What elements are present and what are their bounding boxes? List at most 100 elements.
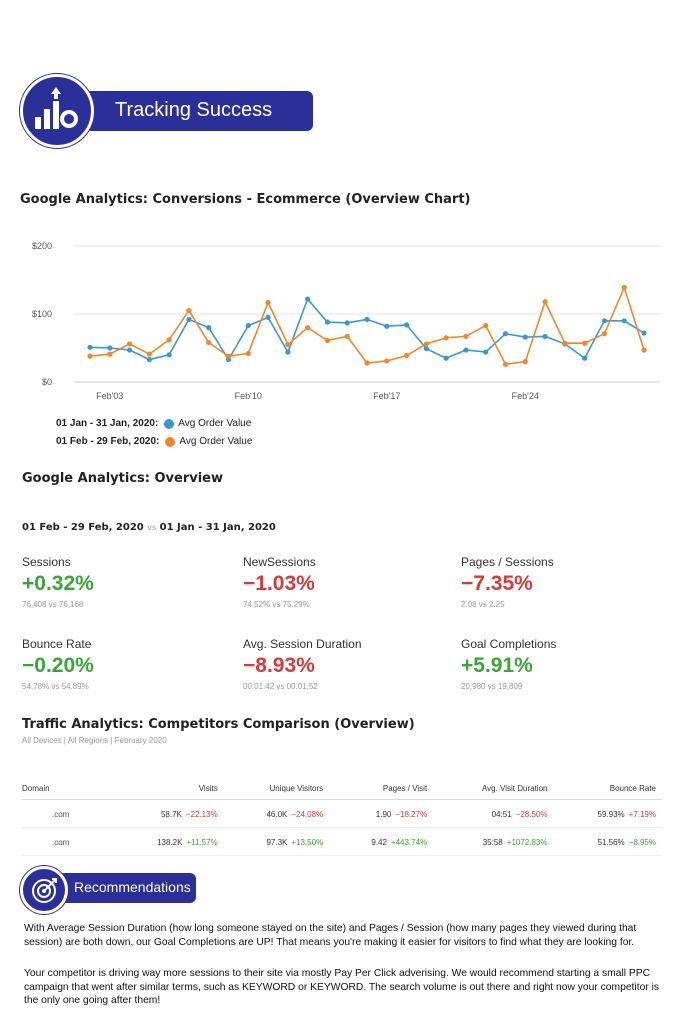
data-point [502, 361, 509, 367]
recommendations-badge: Recommendations [20, 866, 200, 914]
metric-value: −1.03% [243, 572, 315, 595]
data-point [87, 353, 93, 359]
data-point [245, 350, 251, 357]
column-header: Domain [22, 780, 112, 800]
metric-card: Sessions +0.32% 76,408 vs 76,168 [22, 555, 222, 609]
data-point [423, 341, 429, 347]
traffic-heading: Traffic Analytics: Competitors Compariso… [22, 717, 415, 732]
data-point [562, 340, 568, 346]
data-point [166, 337, 172, 343]
data-point [245, 322, 251, 329]
data-point [225, 353, 232, 359]
legend-series-name: Avg Order Value [179, 436, 253, 447]
cell-value: 1.90 [375, 810, 392, 819]
metric-compare: 74.52% vs 75.29% [243, 600, 310, 609]
metric-card: Goal Completions +5.91% 20,980 vs 19,809 [461, 637, 661, 691]
domain-cell: .com [22, 827, 112, 856]
recommendations-title: Recommendations [74, 879, 191, 895]
metric-card: Avg. Session Duration −8.93% 00:01:42 vs 0… [243, 637, 443, 691]
column-header: Visits [111, 780, 224, 800]
data-point [166, 352, 172, 358]
value-cell: 1.90 −18.27% [329, 799, 434, 828]
metric-label: Pages / Sessions [461, 555, 554, 569]
page-title: Tracking Success [115, 99, 273, 121]
cell-change: +13.50% [291, 838, 324, 847]
value-cell: 97.3K +13.50% [223, 827, 330, 856]
data-point [324, 319, 331, 325]
chart-growth-icon [20, 74, 94, 148]
series-line [89, 297, 645, 362]
metric-compare: 00:01:42 vs 00:01:52 [243, 682, 318, 691]
data-point [305, 325, 311, 331]
header-pill: Tracking Success [65, 91, 313, 131]
recommendation-paragraph-1: With Average Session Duration (how long … [24, 923, 637, 948]
recommendation-paragraph-2: Your competitor is driving way more sess… [24, 968, 660, 1006]
metric-compare: 2.08 vs 2.25 [461, 600, 505, 609]
cell-value: 51.56% [597, 838, 625, 847]
metric-value: +0.32% [22, 572, 94, 595]
data-point [483, 322, 489, 329]
data-point [403, 322, 410, 328]
legend-item-feb: 01 Feb - 29 Feb, 2020: Avg Order Value [56, 436, 252, 447]
range-b: 01 Jan - 31 Jan, 2020 [159, 522, 276, 533]
range-a: 01 Feb - 29 Feb, 2020 [22, 522, 144, 533]
cell-value: 9.42 [371, 838, 387, 847]
value-cell: 9.42 +443.74% [329, 827, 434, 856]
data-point [483, 349, 489, 355]
data-point [206, 339, 212, 346]
column-header: Unique Visitors [223, 780, 330, 800]
y-tick-label: $0 [42, 377, 52, 387]
cell-change: −18.27% [395, 810, 428, 819]
data-point [502, 331, 509, 337]
x-tick-label: Feb'10 [235, 391, 262, 401]
value-cell: 138.2K +11.57% [111, 827, 224, 856]
data-point [582, 355, 588, 361]
metric-value: −0.20% [22, 654, 94, 677]
data-point [463, 347, 469, 353]
data-point [601, 331, 608, 337]
metric-compare: 54.78% vs 54.89% [22, 682, 89, 691]
overview-heading: Google Analytics: Overview [22, 471, 224, 486]
data-point [285, 342, 291, 348]
data-point [285, 349, 291, 355]
data-point [126, 341, 133, 347]
data-point [364, 360, 370, 366]
legend-item-jan: 01 Jan - 31 Jan, 2020: Avg Order Value [56, 418, 251, 429]
data-point [344, 320, 350, 326]
metric-compare: 76,408 vs 76,168 [22, 600, 84, 609]
metric-compare: 20,980 vs 19,809 [461, 682, 523, 691]
metric-label: NewSessions [243, 555, 316, 569]
recommendations-pill: Recommendations [44, 873, 196, 903]
header-badge: Tracking Success [20, 74, 320, 148]
data-point [641, 330, 647, 336]
table-header-row: Domain Visits Unique Visitors Pages / Visit… [22, 780, 662, 800]
x-tick-label: Feb'24 [512, 391, 539, 401]
data-point [126, 347, 133, 353]
data-point [621, 284, 627, 291]
y-tick-label: $200 [32, 241, 52, 251]
data-point [542, 299, 548, 305]
table-body: .com 58.7K −22.13% 46.0K −24.08% 1.90 −18.27% 0… [22, 799, 662, 856]
x-tick-label: Feb'17 [373, 391, 400, 401]
data-point [384, 323, 390, 329]
metric-value: −7.35% [461, 572, 533, 595]
data-point [522, 334, 528, 340]
data-point [542, 333, 548, 340]
value-cell: 51.56% −8.95% [553, 827, 662, 856]
metric-label: Goal Completions [461, 637, 557, 651]
data-point [107, 345, 113, 351]
value-cell: 35:58 +1072.83% [433, 827, 554, 856]
legend-dot-icon [164, 418, 175, 429]
conversions-chart: $0 $100 $200 Feb'03 Feb'10 Feb'17 Feb'24 [22, 232, 672, 412]
data-point [641, 347, 647, 353]
cell-change: −22.13% [185, 810, 218, 819]
data-point [146, 351, 152, 357]
cell-change: −28.50% [515, 810, 548, 819]
table-row: .com 58.7K −22.13% 46.0K −24.08% 1.90 −18.27% 0… [22, 799, 662, 828]
data-point [186, 308, 192, 314]
data-point [324, 337, 331, 344]
cell-change: −8.95% [628, 838, 656, 847]
data-point [344, 333, 350, 340]
series-line [89, 285, 645, 366]
date-range: 01 Feb - 29 Feb, 2020 vs 01 Jan - 31 Jan… [22, 522, 276, 533]
